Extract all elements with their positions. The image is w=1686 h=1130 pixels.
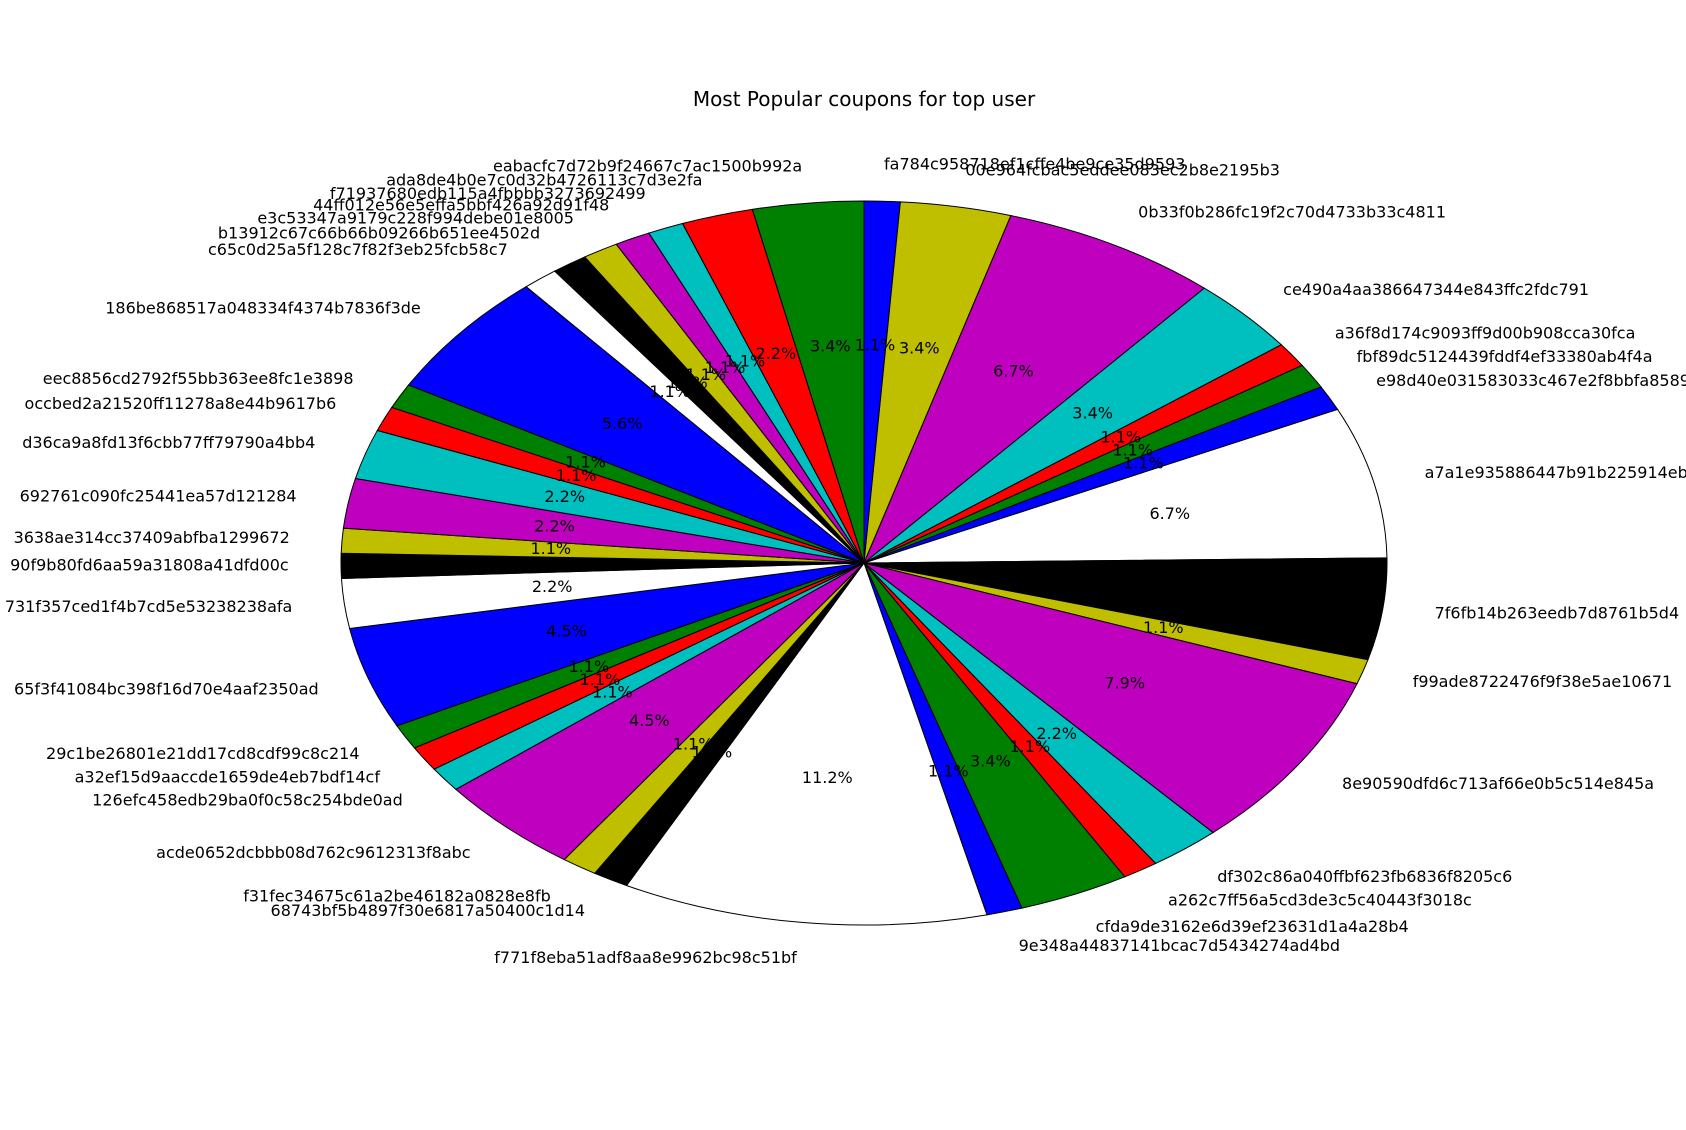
slice-percent-label: 3.4% — [1072, 404, 1113, 423]
slice-percent-label: 7.9% — [1104, 673, 1145, 692]
slice-label: ada8de4b0e7c0d32b4726113c7d3e2fa — [386, 170, 702, 189]
slice-label: 186be868517a048334f4374b7836f3de — [105, 299, 421, 318]
slice-label: f71937680edb115a4fbbbb3273692499 — [330, 184, 646, 203]
slice-percent-label: 1.1% — [530, 539, 571, 558]
slice-percent-label: 1.1% — [685, 365, 726, 384]
slice-percent-label: 6.7% — [993, 362, 1034, 381]
slice-percent-label: 6.7% — [1149, 504, 1190, 523]
slice-label: 00e964fcbac5eddee083ec2b8e2195b3 — [965, 161, 1280, 180]
slice-label: 126efc458edb29ba0f0c58c254bde0ad — [92, 791, 403, 810]
slice-percent-label: 2.2% — [1036, 724, 1077, 743]
slice-label: 731f357ced1f4b7cd5e53238238afa — [5, 597, 293, 616]
pie-slice — [863, 562, 1358, 834]
slice-percent-label: 4.5% — [546, 622, 587, 641]
slice-label: acde0652dcbbb08d762c9612313f8abc — [156, 843, 470, 862]
slice-percent-label: 3.4% — [970, 751, 1011, 770]
slice-label: fbf89dc5124439fddf4ef33380ab4f4a — [1357, 347, 1653, 366]
slice-percent-label: 1.1% — [580, 670, 621, 689]
slice-percent-label: 1.1% — [725, 352, 766, 371]
slice-percent-label: 1.1% — [649, 382, 690, 401]
slice-percent-label: 11.2% — [802, 768, 853, 787]
slice-percent-label: 4.5% — [629, 711, 670, 730]
slice-percent-label: 1.1% — [569, 657, 610, 676]
slice-percent-label: 5.6% — [602, 414, 643, 433]
pie-slice — [407, 286, 865, 564]
slice-label: b13912c67c66b66b09266b651ee4502d — [218, 223, 540, 242]
slice-percent-label: 1.1% — [928, 762, 969, 781]
slice-label: e98d40e031583033c467e2f8bbfa8589 — [1376, 371, 1686, 390]
slice-percent-label: 1.1% — [592, 682, 633, 701]
slice-label: 0b33f0b286fc19f2c70d4733b33c4811 — [1138, 202, 1446, 221]
slice-percent-label: 2.2% — [756, 344, 797, 363]
slice-percent-label: 3.4% — [810, 337, 851, 356]
slice-percent-label: 1.1% — [692, 742, 733, 761]
slice-label: d36ca9a8fd13f6cbb77ff79790a4bb4 — [22, 433, 315, 452]
slice-percent-label: 1.1% — [565, 452, 606, 471]
slice-label: a262c7ff56a5cd3de3c5c40443f3018c — [1168, 891, 1472, 910]
slice-percent-label: 2.2% — [532, 577, 573, 596]
slice-label: e3c53347a9179c228f994debe01e8005 — [257, 209, 574, 228]
slice-percent-label: 1.1% — [1143, 618, 1184, 637]
pie-slice — [863, 215, 1206, 564]
slice-labels: fa784c958718ef1cffe4be9ce35d959300e964fc… — [5, 155, 1686, 967]
slice-percent-label: 2.2% — [544, 487, 585, 506]
slice-label: 44ff012e56e5effa5bbf426a92d91f48 — [313, 195, 609, 214]
slice-percent-label: 1.1% — [1112, 440, 1153, 459]
slice-label: 3638ae314cc37409abfba1299672 — [14, 528, 290, 547]
pie-slice — [625, 561, 988, 926]
pie-slice — [863, 408, 1388, 564]
slice-label: a36f8d174c9093ff9d00b908cca30fca — [1335, 324, 1636, 343]
chart-title: Most Popular coupons for top user — [693, 87, 1036, 111]
slice-percent-label: 1.1% — [667, 373, 708, 392]
slice-percent-label: 1.1% — [1010, 737, 1051, 756]
slice-label: 68743bf5b4897f30e6817a50400c1d14 — [271, 901, 586, 920]
slice-label: f771f8eba51adf8aa8e9962bc98c51bf — [494, 948, 797, 967]
slice-label: 29c1be26801e21dd17cd8cdf99c8c214 — [46, 744, 360, 763]
slice-label: 7f6fb14b263eedb7d8761b5d4 — [1435, 603, 1680, 622]
slice-label: eabacfc7d72b9f24667c7ac1500b992a — [493, 157, 802, 176]
slice-label: 90f9b80fd6aa59a31808a41dfd00c — [10, 556, 289, 575]
slice-percent-label: 1.1% — [1123, 454, 1164, 473]
slice-percent-label: 2.2% — [534, 517, 575, 536]
slice-label: f99ade8722476f9f38e5ae10671 — [1413, 672, 1672, 691]
pie-slices — [340, 200, 1388, 926]
slice-percent-label: 1.1% — [556, 466, 597, 485]
percent-labels: 1.1% 3.4%6.7%3.4%1.1%1.1%1.1%6.7%1.1%7.9%… — [530, 335, 1190, 787]
slice-percent-label: 3.4% — [899, 339, 940, 358]
slice-label: a32ef15d9aaccde1659de4eb7bdf14cf — [75, 768, 381, 787]
slice-label: 692761c090fc25441ea57d121284 — [20, 487, 297, 506]
slice-label: fa784c958718ef1cffe4be9ce35d9593 — [884, 155, 1185, 174]
slice-percent-label: 1.1% — [705, 358, 746, 377]
slice-label: df302c86a040ffbf623fb6836f8205c6 — [1217, 867, 1512, 886]
slice-label: eec8856cd2792f55bb363ee8fc1e3898 — [43, 369, 354, 388]
slice-percent-label: 1.1% — [1100, 428, 1141, 447]
slice-percent-label: 1.1% — [855, 335, 896, 354]
pie-slice — [751, 200, 865, 564]
slice-label: f31fec34675c61a2be46182a0828e8fb — [243, 886, 551, 905]
slice-label: cfda9de3162e6d39ef23631d1a4a28b4 — [1096, 917, 1409, 936]
slice-percent-label: 1.1% — [673, 735, 714, 754]
slice-label: ce490a4aa386647344e843ffc2fdc791 — [1283, 280, 1589, 299]
slice-label: occbed2a21520ff11278a8e44b9617b6 — [25, 394, 337, 413]
slice-label: 8e90590dfd6c713af66e0b5c514e845a — [1342, 774, 1654, 793]
slice-label: a7a1e935886447b91b225914eb — [1425, 463, 1686, 482]
slice-label: c65c0d25a5f128c7f82f3eb25fcb58c7 — [208, 240, 508, 259]
slice-label: 65f3f41084bc398f16d70e4aaf2350ad — [14, 679, 319, 698]
slice-label: 9e348a44837141bcac7d5434274ad4bd — [1019, 936, 1340, 955]
